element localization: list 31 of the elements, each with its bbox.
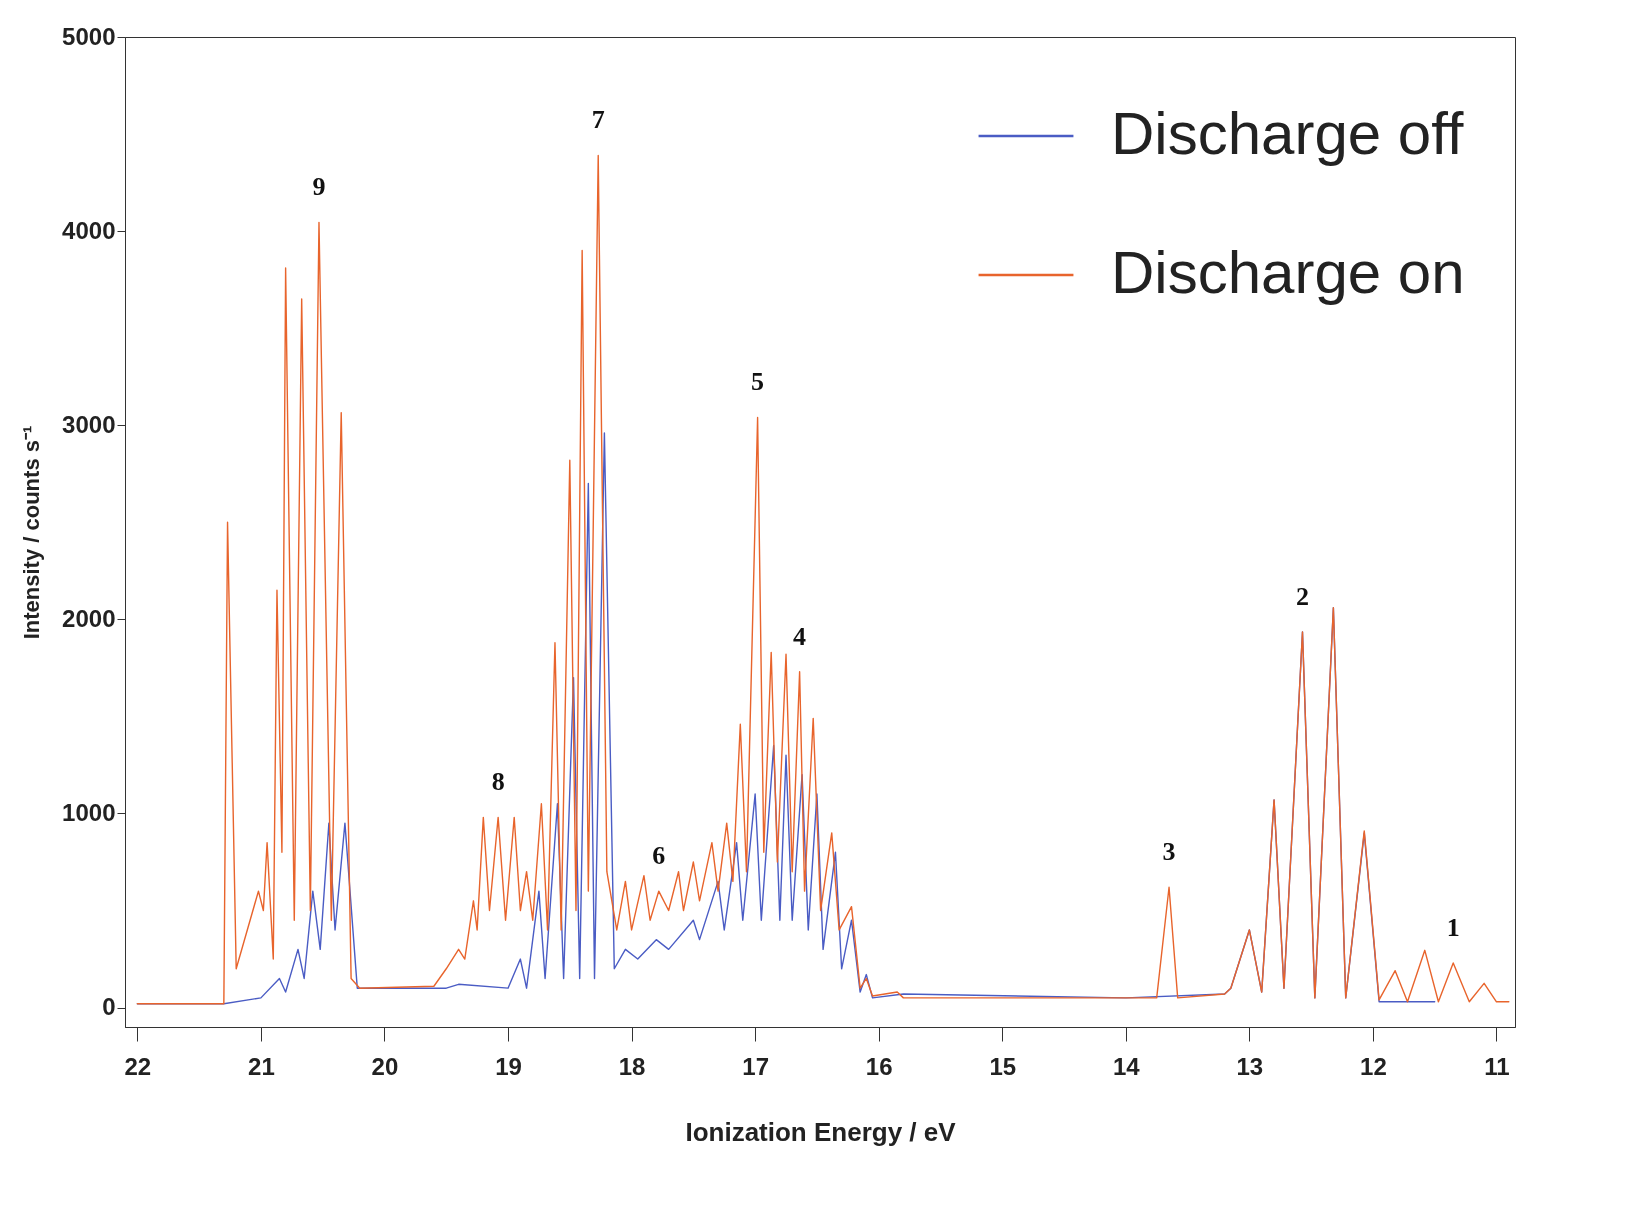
x-tick-label: 11	[1484, 1052, 1510, 1080]
annotation: 2	[1295, 581, 1309, 611]
x-tick-label: 22	[124, 1052, 152, 1080]
x-axis-title: Ionization Energy / eV	[685, 1116, 957, 1147]
annotation: 6	[652, 841, 666, 871]
x-tick-label: 21	[248, 1052, 275, 1080]
x-tick-label: 18	[618, 1052, 646, 1080]
annotation: 8	[491, 767, 505, 797]
y-tick-label: 5000	[62, 22, 116, 50]
annotation: 9	[312, 172, 326, 202]
y-tick-label: 0	[102, 993, 116, 1021]
x-tick-label: 17	[742, 1052, 769, 1080]
annotation: 7	[591, 105, 605, 135]
y-tick-label: 4000	[62, 216, 116, 244]
y-tick-label: 1000	[62, 798, 116, 826]
annotation: 4	[793, 621, 807, 651]
x-tick-label: 16	[865, 1052, 893, 1080]
x-tick-label: 14	[1112, 1052, 1141, 1080]
y-tick-label: 2000	[62, 604, 116, 632]
x-tick-label: 15	[989, 1052, 1017, 1080]
x-tick-label: 20	[371, 1052, 399, 1080]
legend-label: Discharge on	[1111, 239, 1465, 306]
annotation: 5	[751, 367, 765, 397]
x-tick-label: 12	[1360, 1052, 1387, 1080]
y-axis-title: Intensity / counts s⁻¹	[19, 425, 45, 640]
legend-label: Discharge off	[1111, 100, 1464, 167]
x-tick-label: 19	[495, 1052, 522, 1080]
annotation: 1	[1446, 912, 1460, 942]
y-tick-label: 3000	[62, 410, 116, 438]
x-tick-label: 13	[1236, 1052, 1264, 1080]
annotation: 3	[1162, 837, 1176, 867]
